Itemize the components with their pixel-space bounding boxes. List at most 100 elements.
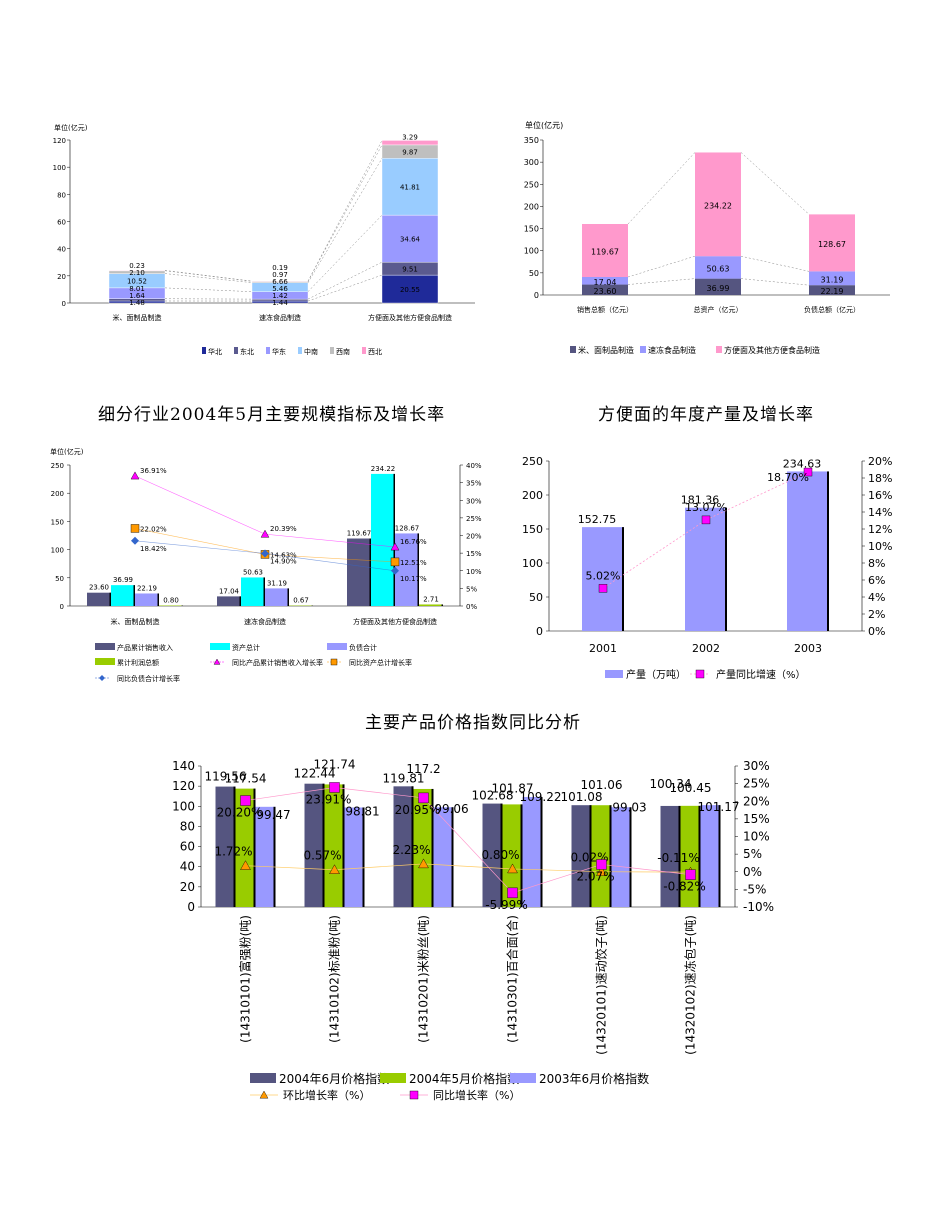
c5-y2-tick-label: 5% (743, 847, 762, 861)
c3-value-label-0-1: 36.99 (113, 576, 133, 584)
c5-bar-4-2 (611, 807, 632, 907)
c3-line-label-2-0: 18.42% (140, 545, 167, 553)
c5-value-label-0-1: 117.54 (225, 772, 267, 786)
c2-bar-2-1 (809, 271, 855, 286)
c2-legend-label-0: 米、面制品制造 (578, 345, 634, 355)
c1-legend-label-3: 中南 (304, 347, 318, 356)
c5-bar-shadow-5-0 (678, 805, 681, 907)
c1-x-tick-label-0: 米、面制品制造 (113, 313, 162, 322)
c3-bar-1-1 (241, 577, 265, 606)
c2-value-label-1-0: 36.99 (707, 284, 730, 293)
c3-value-label-2-1: 234.22 (371, 465, 396, 473)
c3-bar-2-3 (419, 604, 443, 606)
c3-y2-tick-label: 20% (466, 533, 482, 541)
c1-value-label-0-1: 1.64 (129, 292, 145, 300)
c1-value-label-0-2: 8.01 (129, 285, 145, 293)
chart5-title: 主要产品价格指数同比分析 (365, 713, 581, 733)
c1-legend-label-1: 东北 (240, 347, 254, 356)
c3-point-2-0 (131, 536, 139, 545)
c1-value-label-2-5: 3.29 (402, 133, 418, 141)
c5-value-label-1-1: 121.74 (314, 757, 356, 771)
c3-legend-swatch-3 (95, 658, 115, 665)
c2-connector-1-2 (740, 152, 810, 215)
c3-y2-tick-label: 10% (466, 568, 482, 576)
c1-legend-label-5: 西北 (368, 348, 382, 356)
c5-legend-label-1: 2004年5月价格指数 (409, 1071, 519, 1086)
c3-y2-tick-label: 30% (466, 497, 482, 505)
c5-value-label-4-1: 101.06 (581, 778, 623, 792)
c1-connector-0-3 (164, 273, 253, 283)
c2-bar-2-2 (809, 214, 855, 272)
c5-bar-3-0 (482, 803, 503, 907)
c1-legend-swatch-3 (298, 347, 302, 354)
c5-bar-1-0 (304, 783, 325, 907)
c1-legend-swatch-5 (362, 347, 366, 354)
c2-value-label-2-1: 31.19 (821, 275, 844, 284)
c5-value-label-5-1: 100.45 (670, 781, 712, 795)
c5-value-label-0-2: 99.47 (256, 808, 290, 822)
c2-y-tick-label: 250 (524, 180, 539, 189)
c1-y-tick-label: 120 (53, 137, 66, 145)
c4-value-label-0: 152.75 (578, 513, 617, 526)
c5-y-tick-label: 20 (180, 880, 195, 894)
c1-value-label-0-4: 2.10 (129, 269, 145, 277)
c4-point-0 (598, 584, 608, 593)
c4-bar-shadow-2 (827, 471, 829, 631)
c5-line-label-1-1: 23.91% (306, 792, 352, 806)
c4-line-label-2: 18.70% (767, 471, 809, 484)
c3-line-label-1-0: 22.02% (140, 525, 167, 533)
c3-y2-tick-label: 25% (466, 515, 482, 523)
c2-legend-label-2: 方便面及其他方便食品制造 (724, 345, 820, 355)
c5-y2-tick-label: 30% (743, 759, 770, 773)
c3-bar-0-1 (111, 585, 135, 606)
c5-bar-shadow-2-0 (411, 786, 414, 907)
c3-bar-shadow-1-1 (263, 577, 265, 606)
c5-point-0-1 (329, 864, 340, 874)
c1-value-label-0-0: 1.48 (129, 299, 145, 307)
c5-line-label-0-2: 2.23% (392, 843, 430, 857)
c3-y-tick-label: 100 (51, 547, 64, 555)
c5-value-label-4-2: 99.03 (612, 800, 646, 814)
c5-line-label-1-4: 2.07% (576, 869, 614, 883)
c3-legend-marker-2 (99, 675, 105, 681)
c1-connector-1-3 (307, 158, 383, 283)
c4-legend-label-1: 产量同比增速（%） (716, 668, 806, 681)
c2-bar-1-2 (695, 152, 741, 257)
c2-connector-0-2 (627, 152, 696, 225)
c1-legend-swatch-4 (330, 347, 334, 354)
c3-bar-shadow-1-0 (239, 596, 241, 606)
c4-y-tick-label: 0 (536, 625, 543, 638)
c3-value-label-0-0: 23.60 (89, 584, 109, 592)
c1-connector-1-5 (307, 140, 383, 282)
c5-bar-4-0 (571, 805, 592, 907)
c2-legend-swatch-2 (716, 346, 722, 353)
c5-bar-0-1 (235, 788, 256, 907)
c4-y2-tick-label: 6% (868, 574, 885, 587)
c3-bar-2-0 (347, 538, 371, 606)
scale-indicators-chart: 单位(亿元) 0 50 100 150 200 250 0% 5% 10% 15% 20% 25% 30%… (50, 447, 482, 683)
c3-bar-shadow-2-3 (441, 604, 443, 606)
regional-stacked-bar-chart: 单位(亿元) 0 20 40 60 80 100 120 1.481.648.0110.522.… (53, 123, 475, 356)
c4-x-tick-label-0: 2001 (589, 642, 617, 655)
c3-point-1-2 (390, 557, 400, 567)
c5-legend-line-label-1: 同比增长率（%） (433, 1088, 520, 1102)
c3-legend-line-label-0: 同比产品累计销售收入增长率 (232, 658, 323, 667)
c1-legend-swatch-1 (234, 347, 238, 354)
c5-bar-2-1 (413, 788, 434, 907)
c2-y-tick-label: 50 (529, 269, 539, 278)
c3-line-label-1-1: 14.63% (270, 551, 297, 559)
c1-value-label-1-3: 6.66 (272, 278, 288, 286)
c2-y-tick-label: 200 (524, 202, 539, 211)
c2-bar-1-0 (695, 278, 741, 295)
c2-value-label-1-1: 50.63 (707, 264, 730, 273)
c5-point-1-5 (685, 869, 696, 880)
c4-y2-tick-label: 0% (868, 625, 885, 638)
c3-value-label-2-0: 119.67 (347, 530, 372, 538)
c5-bar-1-1 (324, 784, 345, 907)
c5-value-label-5-2: 101.17 (698, 800, 740, 814)
c5-value-label-2-2: 99.06 (434, 802, 468, 816)
c4-y2-tick-label: 10% (868, 540, 892, 553)
c3-point-0-1 (260, 529, 270, 538)
c2-x-tick-label-1: 总资产（亿元） (694, 305, 743, 314)
c1-y-tick-label: 20 (57, 273, 66, 281)
